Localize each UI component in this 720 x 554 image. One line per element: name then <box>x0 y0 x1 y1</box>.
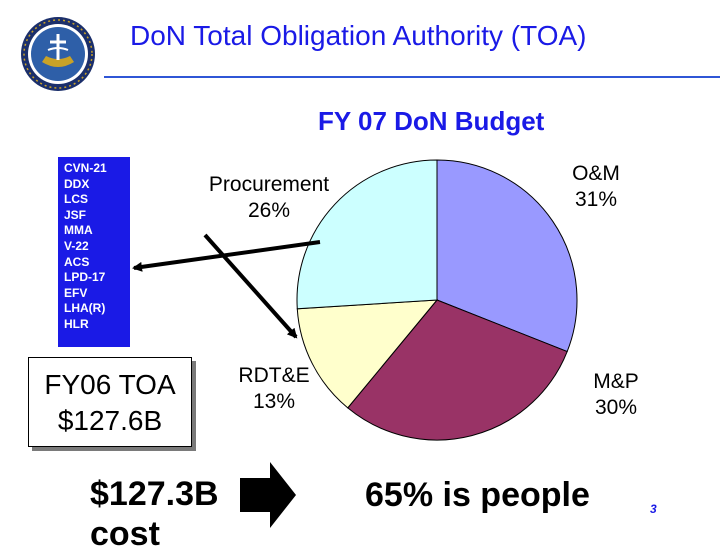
slice-pct-om: 31% <box>574 188 618 211</box>
slice-name-mp: M&P <box>593 370 639 393</box>
slice-name-om: O&M <box>572 162 620 185</box>
fy06-toa-box: FY06 TOA $127.6B <box>28 357 192 447</box>
slice-label-mp: M&P 30% <box>576 369 656 421</box>
program-list: CVN-21 DDX LCS JSF MMA V-22 ACS LPD-17 EFV LHA(R)… <box>58 157 130 347</box>
program-item: CVN-21 <box>64 161 107 175</box>
slice-pct-mp: 30% <box>594 396 638 419</box>
cost-line-1: $127.3B <box>90 475 219 513</box>
title-underline <box>104 76 720 78</box>
page-number: 3 <box>650 502 657 516</box>
slice-name-procurement: Procurement <box>208 173 330 196</box>
program-item: EFV <box>64 285 88 300</box>
program-item: V-22 <box>64 238 89 253</box>
budget-pie-chart <box>132 159 578 528</box>
pie-slice-procurement <box>296 159 438 310</box>
pie-slice-om <box>436 159 578 353</box>
slice-label-procurement: Procurement 26% <box>198 172 340 224</box>
cost-arrow <box>240 462 296 528</box>
program-item: HLR <box>64 316 89 331</box>
people-share-text: 65% is people <box>365 476 590 514</box>
procurement-arrow-1 <box>203 233 298 339</box>
procurement-arrow-2 <box>132 240 321 272</box>
program-item: JSF <box>64 207 87 222</box>
slice-name-rdte: RDT&E <box>238 364 310 387</box>
cost-text: $127.3B cost <box>90 474 219 554</box>
program-item: ACS <box>64 254 90 269</box>
program-item: MMA <box>64 223 93 238</box>
program-item: LCS <box>64 192 88 207</box>
program-item: DDX <box>64 176 90 191</box>
page-title: DoN Total Obligation Authority (TOA) <box>130 20 587 51</box>
program-item: LPD-17 <box>64 270 106 285</box>
slice-pct-procurement: 26% <box>247 199 291 222</box>
slice-label-om: O&M 31% <box>556 161 636 213</box>
chart-title: FY 07 DoN Budget <box>318 106 545 136</box>
program-item: LHA(R) <box>64 301 106 316</box>
toa-line-2: $127.6B <box>57 405 163 436</box>
cost-line-2: cost <box>90 515 160 553</box>
pie-slice-mp <box>347 299 568 441</box>
slice-label-rdte: RDT&E 13% <box>230 363 318 415</box>
pie-slice-rdte <box>296 299 439 409</box>
navy-seal-logo <box>21 17 95 91</box>
slice-pct-rdte: 13% <box>252 390 296 413</box>
toa-line-1: FY06 TOA <box>44 369 176 400</box>
